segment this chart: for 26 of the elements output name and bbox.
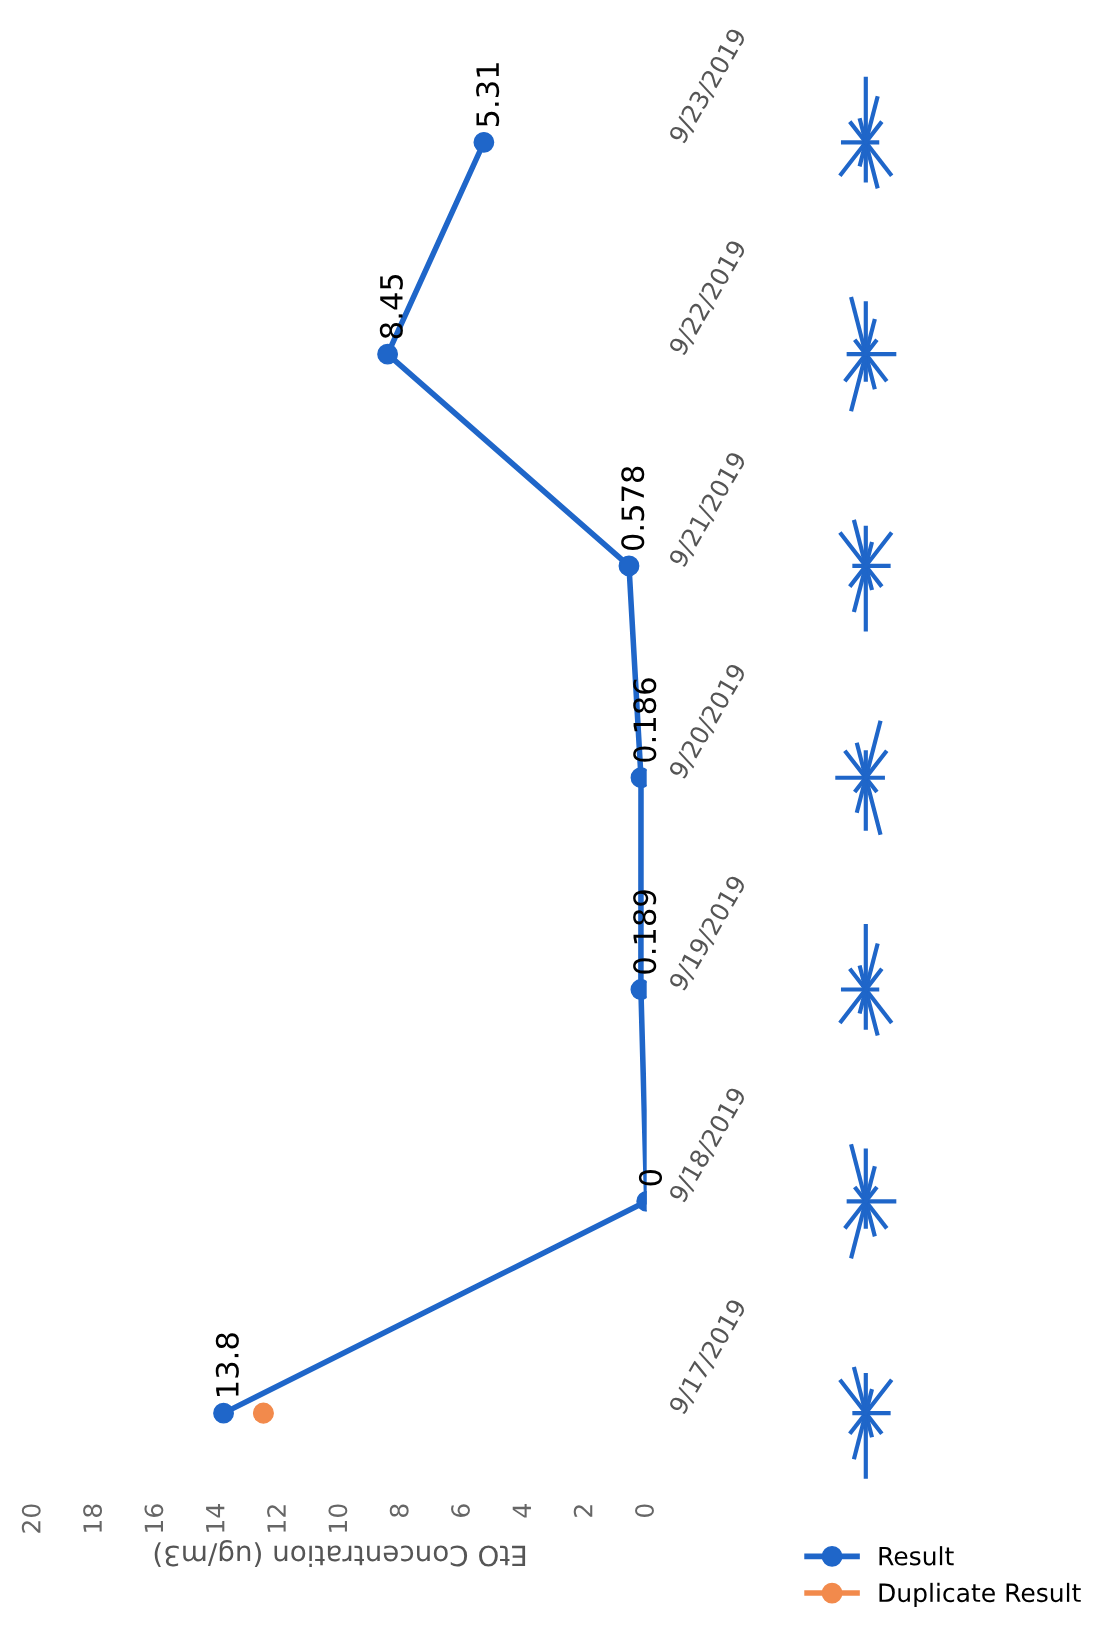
x-tick-label: 18 xyxy=(83,1504,103,1532)
data-label: 0.189 xyxy=(633,890,657,974)
x-tick-label: 0 xyxy=(635,1504,654,1517)
data-label: 8.45 xyxy=(379,274,403,339)
x-tick-label: 8 xyxy=(389,1504,409,1517)
legend-label: Duplicate Result xyxy=(879,1582,1081,1608)
x-tick-label: 20 xyxy=(21,1504,41,1533)
x-axis-title: EtO Concentration (ug/m3) xyxy=(154,1540,526,1567)
x-tick-label: 10 xyxy=(328,1504,348,1532)
data-label: 13.8 xyxy=(215,1333,239,1396)
x-tick-label: 14 xyxy=(206,1504,225,1532)
point xyxy=(618,555,640,577)
x-tick-label: 2 xyxy=(573,1505,593,1517)
x-tick-label: 16 xyxy=(144,1504,164,1532)
x-tick-label: 4 xyxy=(512,1504,531,1518)
point xyxy=(473,131,495,153)
data-label: 5.31 xyxy=(476,63,500,127)
point xyxy=(377,343,399,365)
data-label: 0.578 xyxy=(621,466,645,551)
data-label: 0 xyxy=(638,1170,663,1186)
point xyxy=(213,1402,234,1424)
data-label: 0.186 xyxy=(633,678,657,762)
point xyxy=(252,1402,274,1424)
legend-label: Result xyxy=(879,1546,954,1566)
x-tick-label: 6 xyxy=(451,1504,470,1517)
x-tick-label: 12 xyxy=(267,1505,286,1532)
